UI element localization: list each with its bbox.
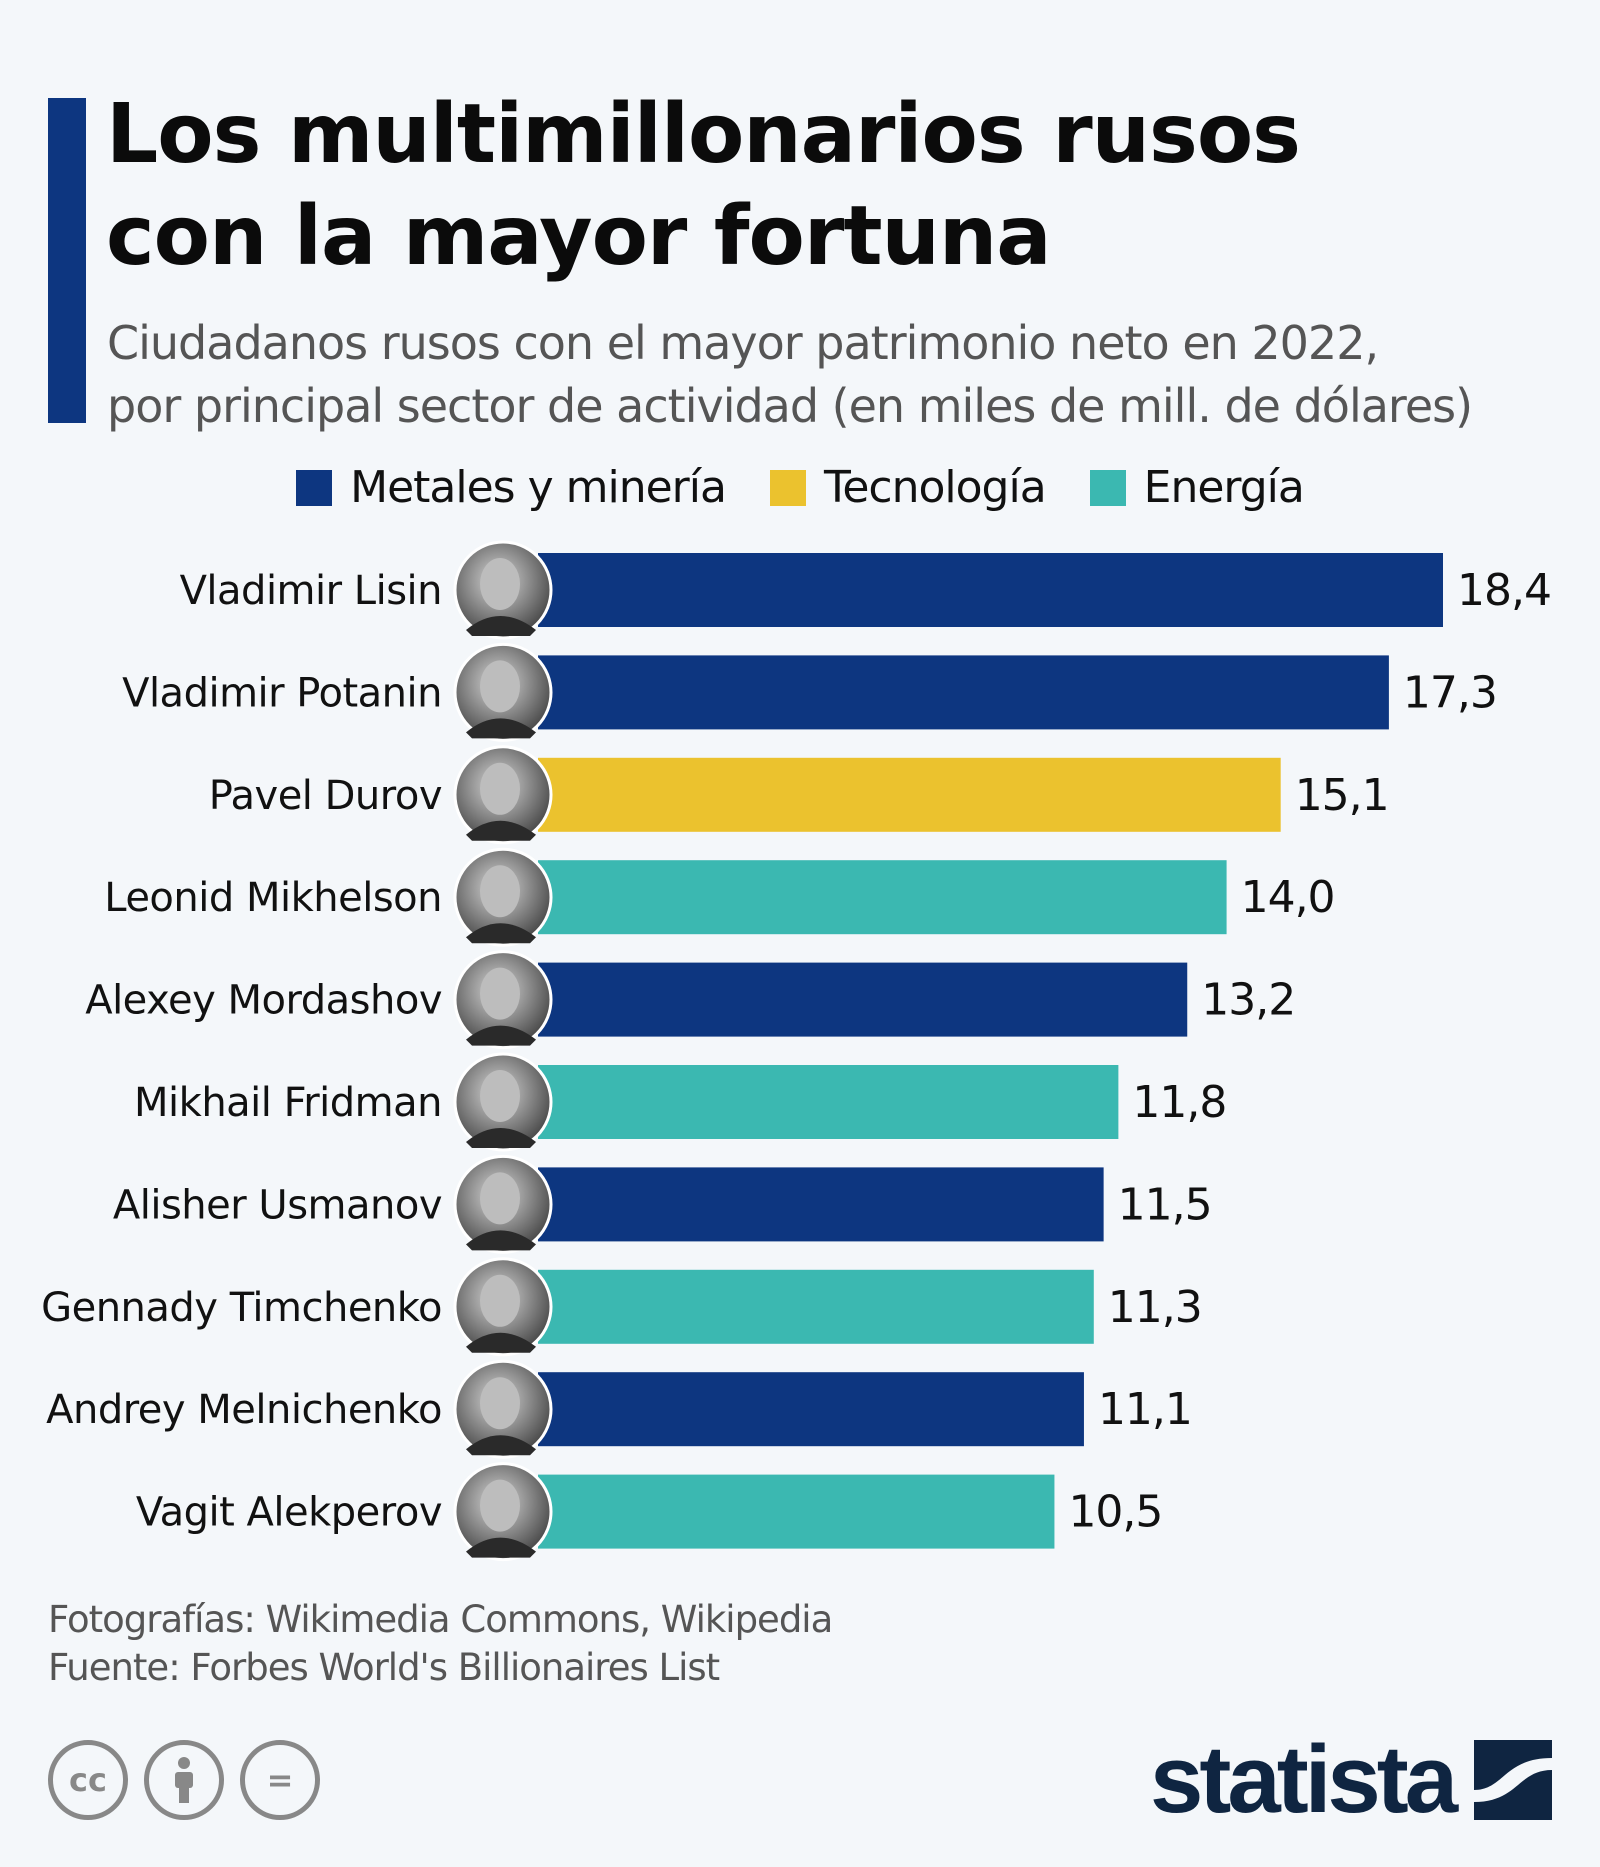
portrait-photo: [453, 847, 553, 947]
legend-label: Energía: [1143, 462, 1305, 513]
portrait-photo: [453, 540, 553, 640]
source-note: Fuente: Forbes World's Billionaires List: [48, 1646, 720, 1689]
bar-mikhail-fridman: [538, 1065, 1119, 1139]
photo-credit: Fotografías: Wikimedia Commons, Wikipedi…: [48, 1598, 833, 1641]
legend-swatch-metals: [296, 469, 333, 506]
person-icon: [175, 1757, 193, 1803]
bar-leonid-mikhelson: [538, 860, 1227, 935]
category-label: Gennady Timchenko: [41, 1285, 442, 1331]
bar-vladimir-lisin: [538, 553, 1443, 627]
legend-item-metals: Metales y minería: [296, 462, 727, 513]
bar-alisher-usmanov: [538, 1167, 1104, 1242]
nd-icon-text: =: [266, 1761, 294, 1799]
footer-notes: Fotografías: Wikimedia Commons, Wikipedi…: [48, 1596, 833, 1692]
bar-andrey-melnichenko: [538, 1372, 1084, 1447]
portrait-photo: [453, 1257, 553, 1357]
bar-chart: Vladimir Lisin 18,4 Vladimir Potanin 17,3 Pa…: [41, 540, 1552, 1562]
bar-alexey-mordashov: [538, 962, 1188, 1037]
legend-swatch-technology: [769, 469, 806, 506]
bar-vagit-alekperov: [538, 1474, 1055, 1549]
value-label: 11,3: [1108, 1282, 1202, 1333]
category-label: Andrey Melnichenko: [46, 1387, 442, 1433]
category-label: Leonid Mikhelson: [104, 875, 442, 921]
no-derivatives-icon: =: [240, 1740, 320, 1820]
portrait-photo: [453, 1154, 553, 1254]
legend-label: Tecnología: [823, 462, 1047, 513]
category-label: Pavel Durov: [209, 773, 442, 819]
title-line-2: con la mayor fortuna: [106, 189, 1052, 284]
chart-subtitle: Ciudadanos rusos con el mayor patrimonio…: [107, 312, 1473, 438]
subtitle-line-2: por principal sector de actividad (en mi…: [107, 379, 1473, 433]
portrait-photo: [453, 1462, 553, 1562]
legend-item-technology: Tecnología: [769, 462, 1047, 513]
category-label: Alisher Usmanov: [113, 1182, 442, 1228]
value-label: 11,1: [1098, 1384, 1192, 1435]
value-label: 11,5: [1118, 1179, 1212, 1230]
legend-label: Metales y minería: [350, 462, 727, 513]
statista-wordmark: statista: [1150, 1726, 1458, 1833]
bar-vladimir-potanin: [538, 655, 1389, 730]
value-label: 11,8: [1132, 1077, 1226, 1128]
portrait-photo: [453, 1052, 553, 1152]
value-label: 17,3: [1403, 667, 1497, 718]
legend-swatch-energy: [1089, 469, 1126, 506]
value-label: 18,4: [1457, 565, 1551, 616]
legend-item-energy: Energía: [1089, 462, 1305, 513]
portrait-photo: [453, 745, 553, 845]
category-label: Vladimir Potanin: [122, 670, 442, 716]
value-label: 13,2: [1201, 975, 1295, 1026]
subtitle-line-1: Ciudadanos rusos con el mayor patrimonio…: [107, 316, 1379, 370]
statista-logo-mark: [1474, 1740, 1553, 1820]
title-line-1: Los multimillonarios rusos: [106, 87, 1301, 182]
statista-logo: statista: [1150, 1725, 1553, 1835]
bar-gennady-timchenko: [538, 1269, 1094, 1344]
bar-pavel-durov: [538, 757, 1281, 832]
portrait-photo: [453, 642, 553, 742]
value-label: 15,1: [1295, 770, 1389, 821]
category-label: Alexey Mordashov: [85, 978, 442, 1024]
portrait-photo: [453, 950, 553, 1050]
legend: Metales y minería Tecnología Energía: [0, 462, 1600, 513]
cc-icon: cc: [48, 1740, 128, 1820]
category-label: Vladimir Lisin: [180, 568, 442, 614]
category-label: Vagit Alekperov: [136, 1490, 442, 1536]
value-label: 14,0: [1241, 872, 1335, 923]
attribution-icon: [144, 1740, 224, 1820]
category-label: Mikhail Fridman: [134, 1080, 442, 1126]
value-label: 10,5: [1068, 1487, 1162, 1538]
title-accent-stripe: [48, 98, 86, 423]
portrait-photo: [453, 1359, 553, 1459]
chart-title: Los multimillonarios rusos con la mayor …: [106, 84, 1301, 288]
cc-icon-text: cc: [69, 1761, 107, 1799]
